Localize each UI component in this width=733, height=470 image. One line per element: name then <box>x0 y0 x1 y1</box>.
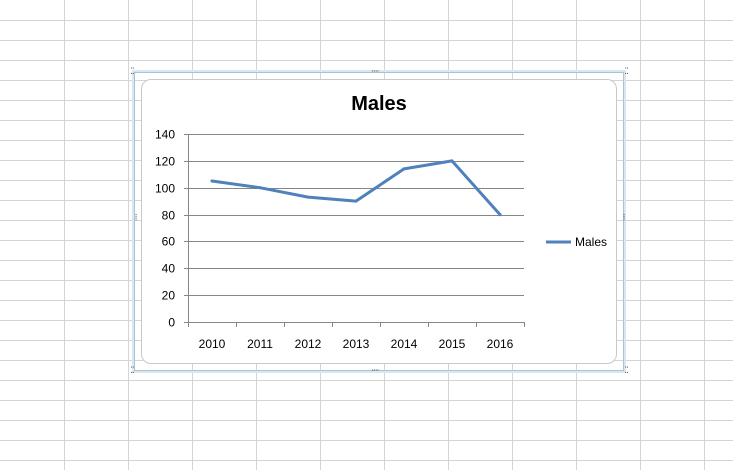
y-tick-label: 60 <box>162 235 176 249</box>
y-axis-ticks: 0 20 40 60 80 100 120 140 <box>155 128 188 330</box>
x-tick-label: 2010 <box>199 337 226 351</box>
x-axis-ticks: 2010 2011 2012 2013 2014 2015 2016 <box>188 322 525 351</box>
resize-handle-bottom-left[interactable]: ⁚⁚ <box>130 366 135 376</box>
y-tick-label: 40 <box>162 262 176 276</box>
resize-handle-top-left[interactable]: ⁚⁚ <box>130 67 135 77</box>
x-tick-label: 2011 <box>247 337 273 351</box>
series-layer <box>210 159 502 217</box>
x-tick-label: 2016 <box>487 337 514 351</box>
y-tick-label: 140 <box>155 128 175 142</box>
y-tick-label: 120 <box>155 155 175 169</box>
y-tick-label: 20 <box>162 289 176 303</box>
data-point <box>210 179 214 183</box>
gridlines <box>188 134 524 296</box>
y-tick-label: 80 <box>162 209 176 223</box>
chart-area[interactable] <box>141 79 617 364</box>
resize-handle-bottom-right[interactable]: ⁚⁚ <box>624 366 629 376</box>
legend-label: Males <box>575 235 607 249</box>
x-tick-label: 2014 <box>391 337 418 351</box>
chart-title: Males <box>351 93 407 115</box>
resize-handle-top-right[interactable]: ⁚⁚ <box>624 67 629 77</box>
resize-handle-right[interactable]: ···· <box>618 213 628 221</box>
x-tick-label: 2015 <box>439 337 466 351</box>
x-tick-label: 2013 <box>343 337 370 351</box>
data-point <box>306 195 310 199</box>
legend: Males <box>546 235 607 249</box>
y-tick-label: 100 <box>155 182 175 196</box>
x-tick-label: 2012 <box>295 337 322 351</box>
resize-handle-left[interactable]: ···· <box>130 213 140 221</box>
chart-object[interactable]: ⁚⁚ ···· ⁚⁚ ⁚⁚ ···· ⁚⁚ ···· ···· <box>130 67 629 376</box>
resize-handle-bottom[interactable]: ···· <box>371 366 380 376</box>
axes <box>188 134 524 323</box>
resize-handle-top[interactable]: ···· <box>371 67 380 77</box>
data-point <box>450 159 454 163</box>
y-tick-label: 0 <box>168 316 175 330</box>
series-line-males <box>210 159 502 217</box>
data-point <box>402 167 406 171</box>
data-point <box>498 213 502 217</box>
data-point <box>258 186 262 190</box>
data-point <box>354 199 358 203</box>
